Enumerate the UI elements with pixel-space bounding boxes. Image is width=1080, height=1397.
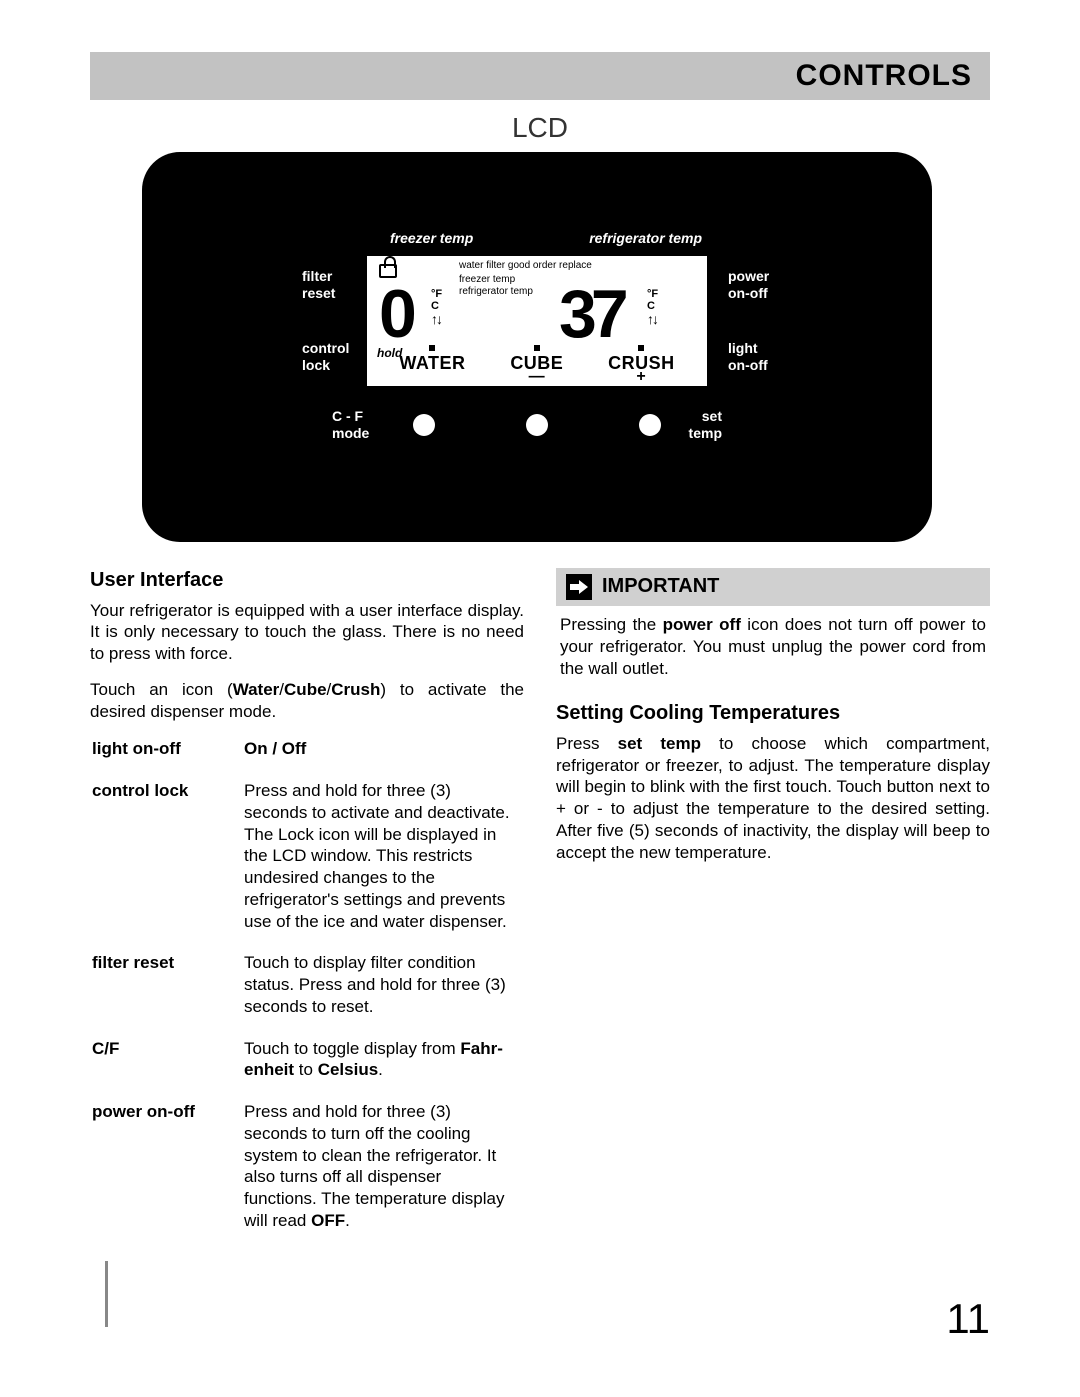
light-label-line1: light (728, 340, 758, 356)
lcd-button-3 (639, 414, 661, 436)
lcd-button-1 (413, 414, 435, 436)
def-light: On / Off (244, 738, 522, 778)
screen-freezer-label: freezer temp (459, 274, 515, 285)
def-cf: Touch to toggle display from Fahr­enheit… (244, 1038, 522, 1100)
setting-temp-heading: Setting Cooling Temperatures (556, 701, 990, 727)
table-row: control lock Press and hold for three (3… (92, 780, 522, 950)
def-filter: Touch to display filter condition status… (244, 952, 522, 1035)
crush-mode: CRUSH+ (608, 345, 675, 382)
term-filter: filter reset (92, 952, 242, 1035)
filter-label-line2: reset (302, 285, 335, 301)
fridge-unit: °F C ↑↓ (647, 288, 658, 328)
term-lock: control lock (92, 780, 242, 950)
lcd-screen: water filter good order replace freezer … (367, 256, 707, 386)
freezer-temp-value: 0 (379, 280, 411, 348)
footer-rule (90, 1261, 108, 1327)
water-mode: WATER (399, 345, 465, 382)
cf-mode-label: C - F mode (332, 408, 369, 442)
lcd-button-row (367, 414, 707, 436)
power-label-line1: power (728, 268, 769, 284)
term-light: light on-off (92, 738, 242, 778)
table-row: power on-off Press and hold for three (3… (92, 1101, 522, 1250)
def-lock: Press and hold for three (3) seconds to … (244, 780, 522, 950)
term-cf: C/F (92, 1038, 242, 1100)
filter-label-line1: filter (302, 268, 332, 284)
important-box: IMPORTANT (556, 568, 990, 606)
setting-temp-paragraph: Press set temp to choose which compartme… (556, 733, 990, 864)
def-power: Press and hold for three (3) seconds to … (244, 1101, 522, 1250)
control-label-line2: lock (302, 357, 330, 373)
touch-icon-paragraph: Touch an icon (Water/Cube/Crush) to acti… (90, 679, 524, 723)
table-row: light on-off On / Off (92, 738, 522, 778)
user-interface-heading: User Interface (90, 568, 524, 594)
cube-mode: CUBE— (510, 345, 563, 382)
fridge-temp-value: 37 (559, 280, 623, 348)
important-heading: IMPORTANT (602, 574, 719, 600)
cf-line2: mode (332, 425, 369, 441)
control-label-line1: control (302, 340, 349, 356)
freezer-unit: °F C ↑↓ (431, 288, 442, 328)
lcd-panel-image: freezer temp refrigerator temp filter re… (142, 152, 932, 542)
right-column: IMPORTANT Pressing the power off icon do… (556, 568, 990, 1252)
control-lock-label: control lock (302, 340, 349, 374)
table-row: C/F Touch to toggle display from Fahr­en… (92, 1038, 522, 1100)
page-title: CONTROLS (796, 59, 972, 93)
page-number: 11 (946, 1295, 990, 1343)
term-power: power on-off (92, 1101, 242, 1250)
controls-table: light on-off On / Off control lock Press… (90, 736, 524, 1251)
power-label-line2: on-off (728, 285, 768, 301)
screen-fridge-label: refrigerator temp (459, 286, 533, 297)
table-row: filter reset Touch to display filter con… (92, 952, 522, 1035)
manual-page: CONTROLS LCD freezer temp refrigerator t… (0, 0, 1080, 1397)
dispenser-mode-row: WATER CUBE— CRUSH+ (369, 345, 705, 382)
freezer-temp-label: freezer temp (390, 230, 473, 247)
refrigerator-temp-label: refrigerator temp (562, 230, 702, 247)
arrow-icon (566, 574, 592, 600)
power-onoff-label: power on-off (728, 268, 769, 302)
water-filter-status: water filter good order replace (459, 260, 701, 271)
header-bar: CONTROLS (90, 52, 990, 100)
user-interface-paragraph: Your refrigerator is equipped with a use… (90, 600, 524, 665)
body-columns: User Interface Your refrigerator is equi… (90, 568, 990, 1252)
light-label-line2: on-off (728, 357, 768, 373)
lcd-button-2 (526, 414, 548, 436)
lcd-subtitle: LCD (0, 112, 1080, 144)
left-column: User Interface Your refrigerator is equi… (90, 568, 524, 1252)
cf-line1: C - F (332, 408, 363, 424)
light-onoff-label: light on-off (728, 340, 768, 374)
filter-reset-label: filter reset (302, 268, 335, 302)
important-text: Pressing the power off icon does not tur… (556, 614, 990, 679)
